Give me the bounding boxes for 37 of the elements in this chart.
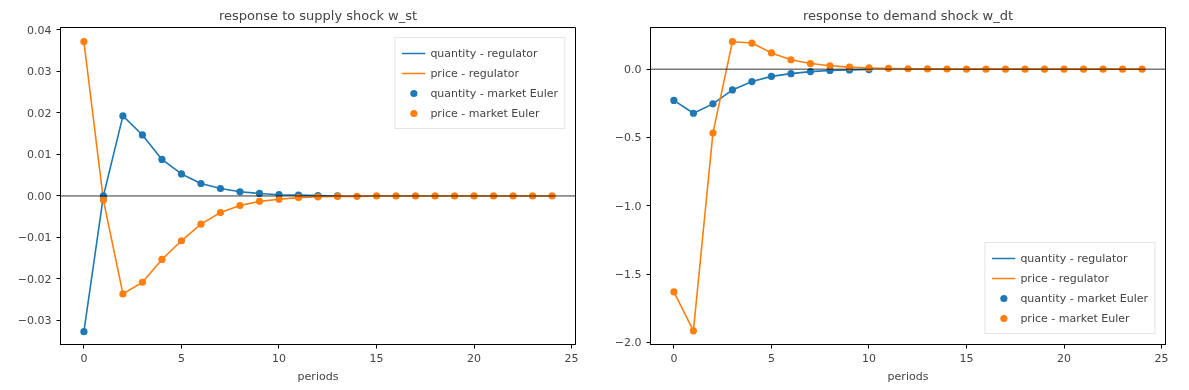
x-tick-label: 5 <box>767 351 775 365</box>
y-tick-label: 0.03 <box>27 65 52 79</box>
y-tick-label: −2.0 <box>614 336 642 350</box>
y-tick-label: −0.01 <box>17 231 52 245</box>
x-tick-label: 20 <box>467 351 482 365</box>
chart-title: response to demand shock w_dt <box>802 7 1014 23</box>
legend-label: price - regulator <box>430 66 520 80</box>
legend-label: quantity - regulator <box>1020 251 1128 265</box>
legend-label: quantity - regulator <box>430 46 538 60</box>
x-tick-label: 15 <box>369 351 384 365</box>
x-tick-label: 10 <box>861 351 876 365</box>
y-tick-label: 0.0 <box>624 63 642 77</box>
chart-title: response to supply shock w_st <box>218 7 418 23</box>
x-axis-title: periods <box>297 369 339 383</box>
y-tick-label: −0.03 <box>17 314 52 328</box>
y-tick-label: −0.5 <box>614 131 642 145</box>
x-tick-label: 20 <box>1057 351 1072 365</box>
y-tick-label: 0.01 <box>27 148 52 162</box>
x-tick-label: 5 <box>177 351 185 365</box>
legend-label: quantity - market Euler <box>1020 291 1148 305</box>
y-tick-label: −1.5 <box>614 268 642 282</box>
x-tick-label: 15 <box>959 351 974 365</box>
x-tick-label: 25 <box>1154 351 1169 365</box>
y-tick-label: 0.04 <box>27 23 52 37</box>
y-tick-label: −0.02 <box>17 272 52 286</box>
y-tick-label: 0.00 <box>27 189 52 203</box>
legend-label: quantity - market Euler <box>430 86 558 100</box>
x-axis-title: periods <box>887 369 929 383</box>
legend-label: price - market Euler <box>430 106 540 120</box>
y-tick-label: −1.0 <box>614 199 642 213</box>
x-tick-label: 25 <box>564 351 579 365</box>
x-tick-label: 0 <box>670 351 678 365</box>
x-tick-label: 10 <box>271 351 286 365</box>
y-tick-label: 0.02 <box>27 106 52 120</box>
legend-label: price - market Euler <box>1020 311 1130 325</box>
legend-label: price - regulator <box>1020 271 1110 285</box>
x-tick-label: 0 <box>80 351 88 365</box>
